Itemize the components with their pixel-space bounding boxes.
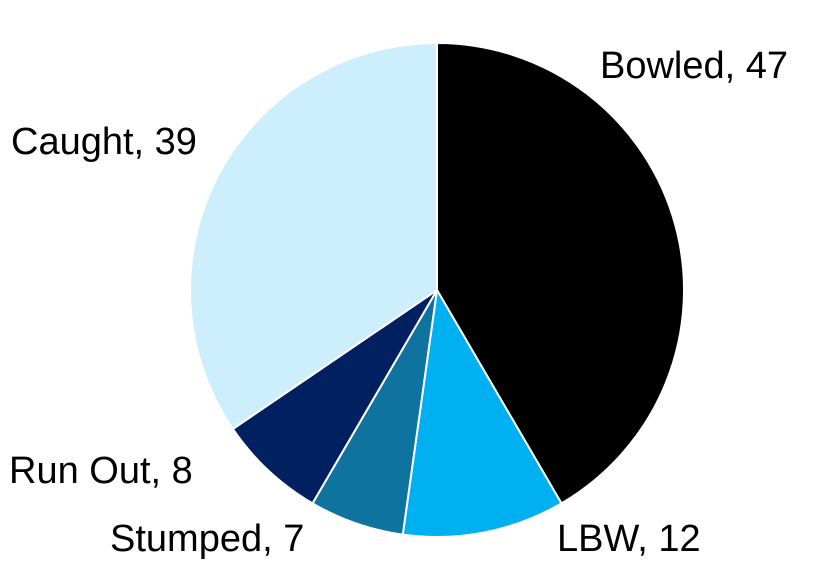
pie-labels: Bowled, 47 LBW, 12 Stumped, 7 Run Out, 8… (9, 45, 788, 560)
pie-slice-lbw (401, 287, 563, 538)
pie-slice-caught (189, 41, 438, 431)
pie-slices (189, 41, 685, 538)
label-run-out: Run Out, 8 (9, 450, 193, 492)
label-lbw: LBW, 12 (557, 518, 701, 560)
label-caught: Caught, 39 (11, 121, 197, 163)
pie-slice-bowled (436, 41, 685, 505)
label-stumped: Stumped, 7 (110, 518, 304, 560)
pie-slice-run-out (231, 289, 438, 505)
label-bowled: Bowled, 47 (600, 45, 788, 87)
